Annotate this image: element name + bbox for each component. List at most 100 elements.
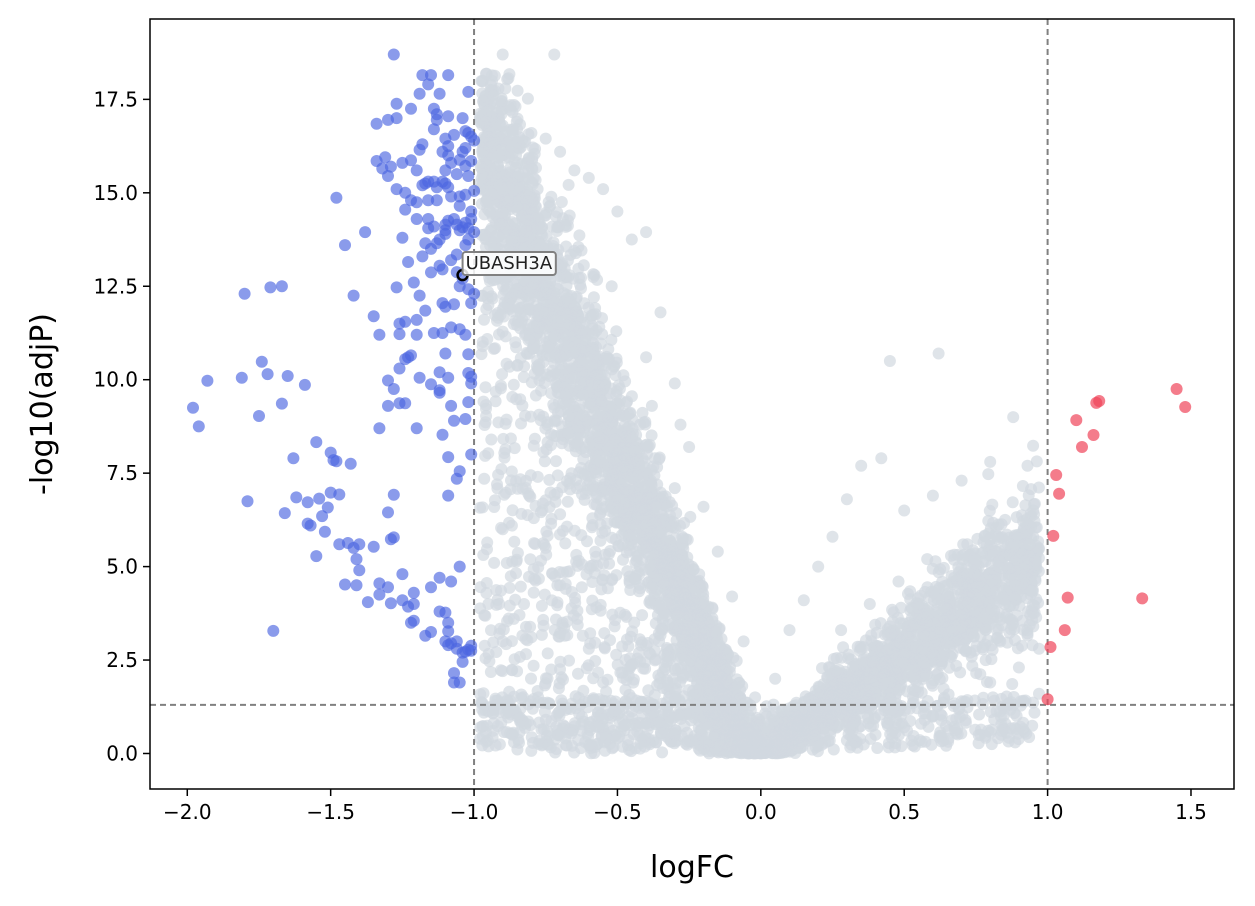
ns-point (730, 654, 743, 667)
ns-point (656, 746, 669, 759)
ns-point (639, 503, 652, 516)
ns-point (979, 654, 992, 667)
ns-point (488, 501, 501, 513)
ns-point (520, 620, 532, 633)
ns-point (505, 465, 518, 478)
ns-point (589, 308, 602, 321)
ns-point (626, 453, 639, 465)
ns-point (496, 368, 509, 381)
ns-point (989, 545, 1002, 558)
ns-point (609, 533, 622, 546)
ns-point (610, 648, 623, 661)
ns-point (559, 537, 572, 550)
ns-point (636, 406, 649, 419)
ns-point (540, 443, 553, 456)
ns-point (623, 420, 636, 433)
ns-point (578, 297, 591, 310)
ns-point (623, 432, 636, 444)
ns-point (596, 328, 609, 341)
ns-point (660, 642, 673, 654)
ns-point (522, 487, 535, 500)
ns-point (904, 585, 917, 598)
ns-point (669, 664, 681, 677)
ns-point (1016, 480, 1029, 492)
ns-point (625, 390, 638, 403)
ns-point (605, 363, 618, 376)
ns-point (1027, 439, 1040, 452)
ns-point (662, 679, 674, 692)
ns-point (664, 550, 677, 562)
ns-point (551, 221, 564, 234)
ns-point (501, 279, 514, 292)
ns-point (623, 520, 636, 533)
ns-point (589, 545, 602, 558)
ns-point (487, 274, 499, 287)
ns-point (693, 568, 706, 581)
ns-point (653, 599, 666, 612)
ns-point (538, 455, 551, 468)
ns-point (583, 437, 596, 450)
ns-point (609, 433, 622, 446)
ns-point (482, 447, 495, 460)
ns-point (1016, 639, 1028, 652)
ns-point (562, 178, 575, 191)
ns-point (486, 163, 498, 176)
ns-point (874, 617, 887, 630)
ns-point (565, 371, 578, 384)
ns-point (541, 647, 554, 660)
ns-point (528, 572, 541, 585)
ns-point (895, 636, 907, 649)
ns-point (679, 592, 692, 605)
ns-point (986, 643, 999, 656)
ns-point (548, 331, 561, 343)
ns-point (496, 665, 509, 678)
ns-point (547, 236, 560, 249)
ns-point (674, 519, 686, 532)
ns-point (682, 614, 695, 627)
ns-point (608, 442, 621, 455)
ns-point (582, 397, 595, 410)
ns-point (538, 377, 551, 389)
ns-point (490, 646, 503, 658)
ns-point (520, 648, 532, 661)
ns-point (507, 378, 520, 391)
ns-point (940, 636, 953, 649)
ns-point (496, 206, 509, 219)
ns-point (657, 515, 670, 528)
ns-point (633, 646, 645, 659)
ns-point (561, 565, 573, 578)
ns-point (694, 597, 707, 610)
ns-point (574, 376, 587, 389)
ns-point (642, 440, 655, 453)
ns-point (604, 545, 617, 557)
ns-point (1009, 579, 1022, 592)
ns-point (510, 567, 522, 580)
ns-point (503, 581, 516, 594)
ns-point (499, 417, 512, 430)
ns-point (555, 196, 568, 208)
ns-point (477, 549, 490, 561)
ns-point (734, 683, 747, 696)
ns-point (1030, 455, 1043, 468)
ns-point (511, 204, 524, 217)
ns-point (519, 409, 532, 422)
ns-point (586, 576, 599, 588)
ns-point (597, 557, 610, 570)
ns-point (639, 418, 652, 431)
ns-point (1006, 678, 1019, 690)
ns-point (633, 585, 646, 598)
ns-point (937, 682, 950, 695)
ns-point (510, 283, 523, 296)
ns-point (983, 504, 996, 517)
ns-point (640, 541, 653, 554)
ns-point (511, 547, 524, 559)
ns-point (480, 587, 493, 599)
ns-point (544, 199, 557, 212)
ns-point (614, 666, 627, 679)
ns-point (476, 501, 489, 514)
ns-point (555, 437, 568, 450)
ns-point (537, 619, 550, 632)
ns-point (649, 546, 662, 558)
ns-point (478, 130, 491, 143)
ns-point (481, 536, 494, 549)
